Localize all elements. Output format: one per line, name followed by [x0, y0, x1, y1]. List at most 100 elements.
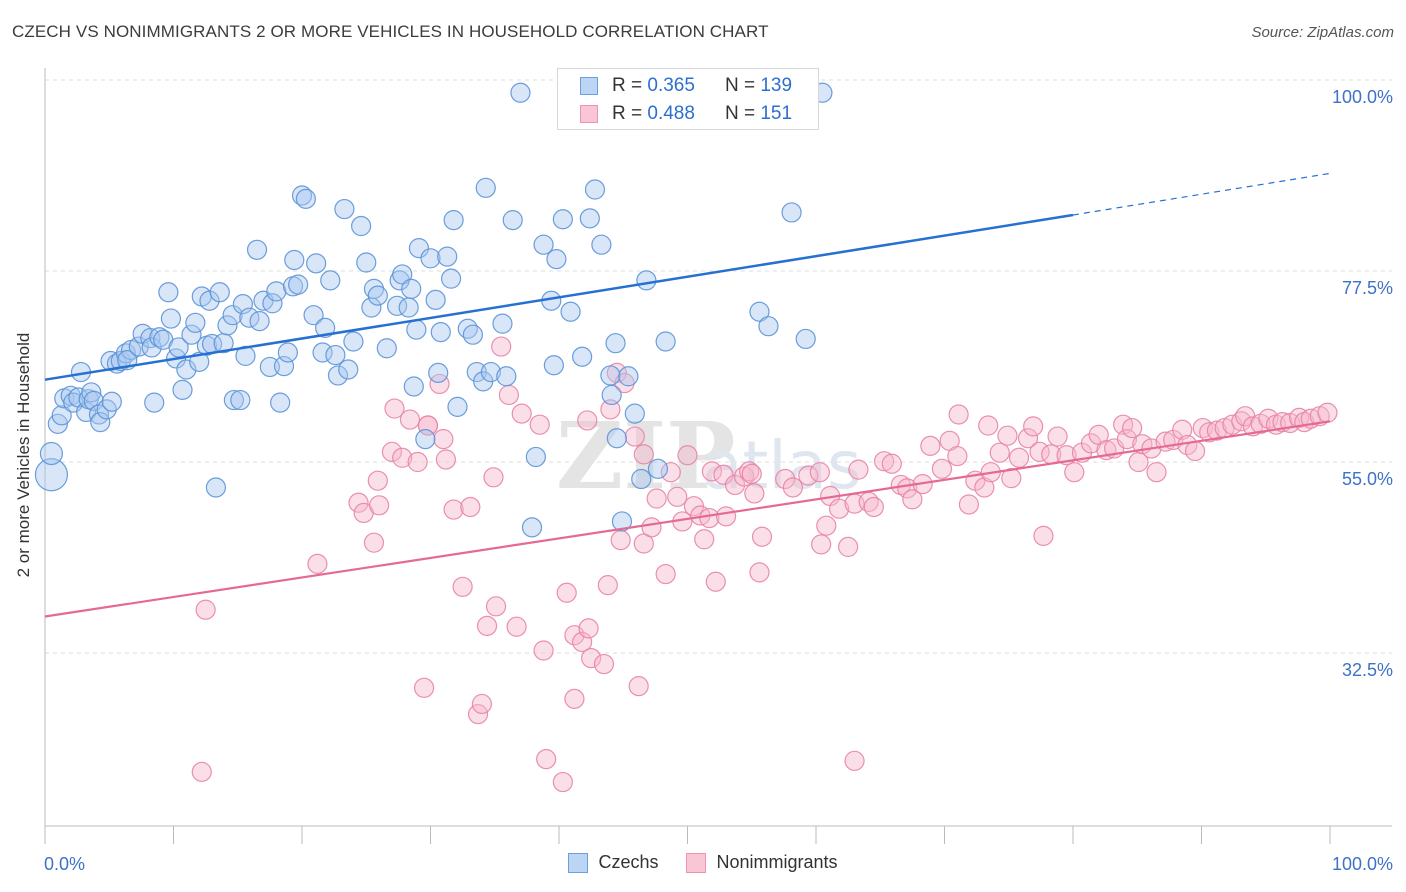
- axes: [44, 68, 1392, 844]
- nonimmigrants-point: [633, 533, 654, 554]
- source-label: Source: ZipAtlas.com: [1251, 24, 1394, 41]
- nonimmigrants-point: [947, 445, 968, 467]
- czechs-point: [605, 333, 626, 354]
- legend-item-nonimmigrants[interactable]: Nonimmigrants: [686, 852, 838, 873]
- czechs-point: [376, 338, 397, 359]
- nonimmigrants-point: [739, 461, 760, 482]
- czechs-point: [273, 355, 295, 377]
- nonimmigrants-point: [536, 749, 557, 770]
- czechs-point: [266, 281, 287, 302]
- nonimmigrants-point: [713, 464, 734, 485]
- nonimmigrants-point: [741, 463, 762, 485]
- czechs-point: [510, 82, 531, 103]
- czechs-point: [502, 209, 523, 231]
- legend-item-czechs[interactable]: Czechs: [568, 852, 658, 873]
- nonimmigrants-point: [694, 529, 715, 550]
- czechs-point: [209, 282, 230, 303]
- nonimmigrants-point: [838, 536, 859, 558]
- nonimmigrants-point: [485, 596, 507, 617]
- czechs-trend-line: [44, 213, 1074, 381]
- nonimmigrants-point: [701, 461, 723, 482]
- nonimmigrants-point: [863, 496, 884, 518]
- czechs-point: [141, 337, 162, 358]
- nonimmigrants-point: [848, 459, 869, 480]
- czechs-point: [560, 301, 581, 322]
- czechs-point: [217, 315, 238, 336]
- czechs-point: [222, 305, 243, 326]
- czechs-point: [572, 346, 593, 367]
- czechs-point: [189, 351, 210, 372]
- czechs-point: [284, 249, 305, 271]
- nonimmigrants-point: [307, 553, 328, 574]
- nonimmigrants-point: [511, 403, 532, 424]
- nonimmigrants-point: [633, 444, 654, 465]
- nonimmigrants-point: [1023, 416, 1044, 437]
- nonimmigrants-point: [533, 640, 554, 661]
- nonimmigrants-point: [348, 492, 369, 513]
- x-tick-label: 100.0%: [1332, 854, 1393, 874]
- czechs-trend-extension: [1072, 172, 1331, 216]
- czechs-point: [246, 239, 268, 260]
- r-value: 0.488: [647, 103, 695, 124]
- czechs-point: [496, 366, 517, 387]
- czechs-point: [795, 328, 816, 350]
- czechs-point: [363, 278, 385, 299]
- nonimmigrants-point: [816, 515, 837, 536]
- nonimmigrants-point: [811, 534, 832, 555]
- r-value: 0.365: [647, 75, 695, 96]
- nonimmigrants-point: [660, 462, 681, 483]
- czechs-point: [584, 179, 606, 200]
- czechs-point: [401, 278, 422, 299]
- czechs-point: [81, 382, 102, 403]
- czechs-point: [249, 311, 270, 332]
- nonimmigrants-point: [989, 442, 1010, 463]
- nonimmigrants-point: [597, 575, 618, 596]
- czechs-point: [334, 198, 355, 220]
- watermark: ZIP atlas: [556, 402, 862, 510]
- nonimmigrants-point: [1008, 447, 1030, 468]
- legend-label-nonimmigrants: Nonimmigrants: [716, 852, 838, 872]
- nonimmigrants-point: [600, 399, 621, 420]
- czechs-point: [781, 202, 802, 223]
- czechs-point: [647, 458, 669, 479]
- nonimmigrants-point: [564, 688, 585, 709]
- czechs-point: [176, 359, 197, 380]
- nonimmigrants-point: [677, 445, 698, 466]
- nonimmigrants-point: [498, 384, 519, 406]
- czechs-point: [406, 319, 427, 340]
- czechs-point: [655, 331, 676, 352]
- czechs-point: [611, 511, 633, 532]
- nonimmigrants-point: [1172, 419, 1193, 440]
- y-tick-label: 100.0%: [1332, 87, 1393, 107]
- czechs-point: [325, 344, 346, 366]
- czechs-swatch: [580, 77, 598, 95]
- czechs-point: [430, 322, 451, 343]
- nonimmigrants-point: [552, 771, 573, 793]
- nonimmigrants-point: [610, 530, 631, 551]
- nonimmigrants-point: [1033, 525, 1054, 546]
- nonimmigrants-point: [715, 506, 737, 527]
- czechs-point: [415, 429, 436, 450]
- czechs-point: [262, 293, 283, 314]
- nonimmigrants-point: [191, 761, 212, 782]
- czechs-point: [39, 441, 64, 466]
- czechs-point: [270, 392, 291, 413]
- czechs-point: [90, 412, 111, 433]
- nonimmigrants-point: [1317, 402, 1338, 423]
- czechs-point: [492, 313, 513, 334]
- czechs-points: [34, 82, 833, 538]
- nonimmigrants-point: [829, 498, 850, 519]
- nonimmigrants-swatch: [580, 105, 598, 123]
- czechs-point: [199, 290, 220, 311]
- nonimmigrants-point: [624, 426, 645, 447]
- stats-row-czechs: R = 0.365 N = 139: [558, 71, 792, 101]
- czechs-point: [343, 331, 364, 352]
- nonimmigrants-point: [460, 496, 481, 518]
- czechs-point: [367, 285, 388, 306]
- nonimmigrants-point: [577, 410, 598, 431]
- nonimmigrants-point: [667, 486, 688, 507]
- czechs-point: [34, 458, 69, 492]
- czechs-point: [288, 274, 309, 295]
- czechs-legend-swatch: [568, 852, 589, 873]
